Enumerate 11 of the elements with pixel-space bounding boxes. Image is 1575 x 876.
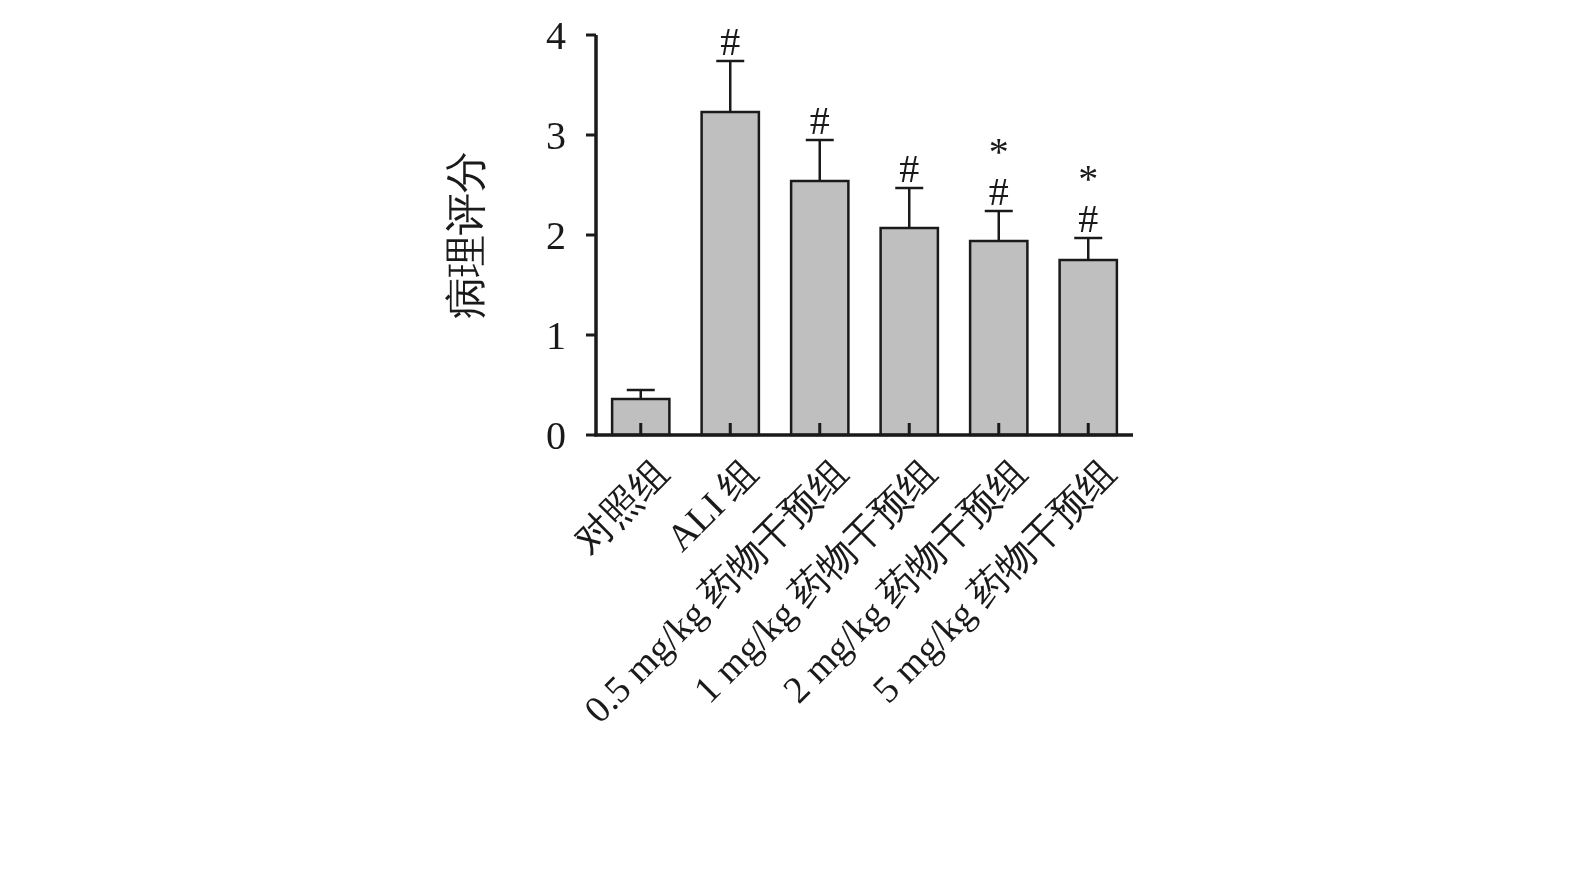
annotation: # <box>899 146 920 191</box>
y-tick-label: 1 <box>546 313 566 358</box>
y-tick-label: 0 <box>546 413 566 458</box>
annotation: # * <box>988 129 1009 214</box>
y-tick-label: 4 <box>546 13 566 58</box>
y-axis-title: 病理评分 <box>443 151 489 319</box>
annotation: # <box>720 19 741 64</box>
annotation: # * <box>1078 156 1099 241</box>
y-tick-label: 3 <box>546 113 566 158</box>
annotation: # <box>809 98 830 143</box>
y-tick-label: 2 <box>546 213 566 258</box>
